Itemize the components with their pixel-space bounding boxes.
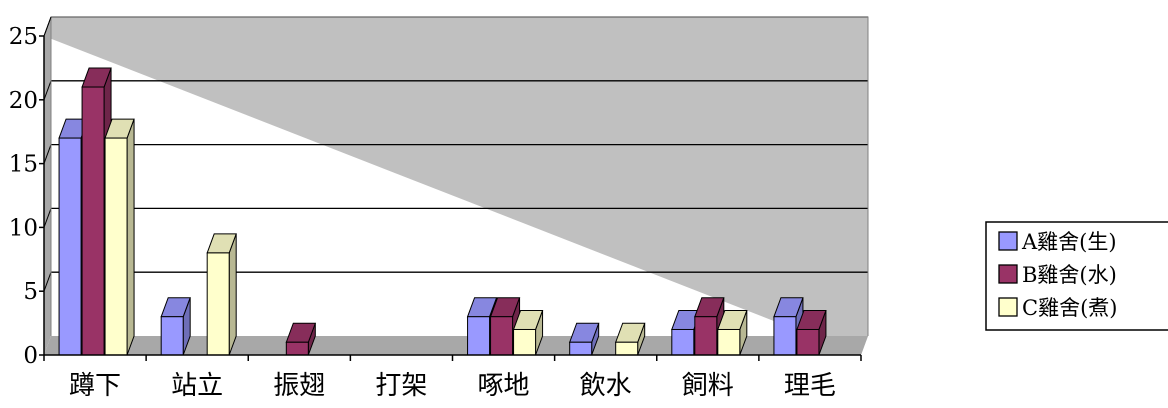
bar-front <box>513 328 537 356</box>
bar-front <box>615 341 639 356</box>
bar <box>717 309 748 356</box>
gridline-depth <box>43 208 52 228</box>
gridline-depth <box>43 80 52 100</box>
x-category-label: 蹲下 <box>69 371 121 401</box>
bar-front <box>694 316 718 356</box>
bar-side <box>126 118 135 356</box>
gridline-depth <box>43 272 52 292</box>
x-category-label: 飲水 <box>580 371 632 401</box>
legend-label: C雞舍(煮) <box>1022 296 1117 320</box>
y-tick-label: 20 <box>9 88 38 114</box>
bar <box>104 118 135 356</box>
legend-entry: C雞舍(煮) <box>998 296 1117 320</box>
x-category-label: 理毛 <box>784 371 836 401</box>
bar-front <box>796 328 820 356</box>
y-axis-ticks: 0 5 10 15 20 25 <box>9 24 44 369</box>
bar-side <box>228 233 237 356</box>
x-category-label: 站立 <box>171 371 223 401</box>
bar-front <box>569 341 593 356</box>
bar-front <box>160 316 184 356</box>
y-tick-label: 15 <box>9 152 38 178</box>
bar-front <box>467 316 491 356</box>
y-axis-depth-line <box>43 16 52 37</box>
plot-frame <box>50 16 869 336</box>
x-axis-ticks: 蹲下 站立 振翅 打架 啄地 飲水 飼料 理毛 <box>43 355 862 401</box>
bar-front <box>104 137 128 356</box>
bar-front <box>773 316 797 356</box>
bar <box>512 309 544 356</box>
plot-side-wall <box>44 17 51 355</box>
bar-front <box>81 86 105 356</box>
y-tick-label: 10 <box>9 215 38 241</box>
x-category-label: 振翅 <box>273 371 325 401</box>
y-tick-label: 25 <box>9 24 38 50</box>
bar-front <box>58 137 82 356</box>
plot-floor <box>44 336 868 355</box>
x-category-label: 飼料 <box>682 371 734 401</box>
bar-front <box>285 341 309 356</box>
bar <box>160 297 191 356</box>
bar <box>568 322 600 356</box>
bar-front <box>206 252 230 356</box>
gridline-depth <box>43 144 52 164</box>
legend-swatch <box>998 297 1018 317</box>
legend-swatch <box>998 264 1018 284</box>
bar-front <box>490 316 514 356</box>
legend-swatch <box>998 231 1018 251</box>
x-category-label: 啄地 <box>478 371 530 401</box>
legend-label: A雞舍(生) <box>1021 230 1117 254</box>
plot-back-wall <box>44 17 868 355</box>
legend-entry: B雞舍(水) <box>998 263 1117 287</box>
bar <box>206 233 237 356</box>
bar-front <box>717 328 741 356</box>
bar <box>614 322 646 356</box>
x-category-label: 打架 <box>375 371 427 401</box>
legend-entry: A雞舍(生) <box>998 230 1117 254</box>
legend-label: B雞舍(水) <box>1022 263 1117 287</box>
bars <box>58 67 827 356</box>
bar <box>285 322 317 356</box>
y-tick-label: 0 <box>23 343 38 369</box>
bar-front <box>671 328 695 356</box>
y-tick-label: 5 <box>23 279 38 305</box>
legend: A雞舍(生) B雞舍(水) C雞舍(煮) <box>985 221 1168 331</box>
bar <box>796 309 827 356</box>
